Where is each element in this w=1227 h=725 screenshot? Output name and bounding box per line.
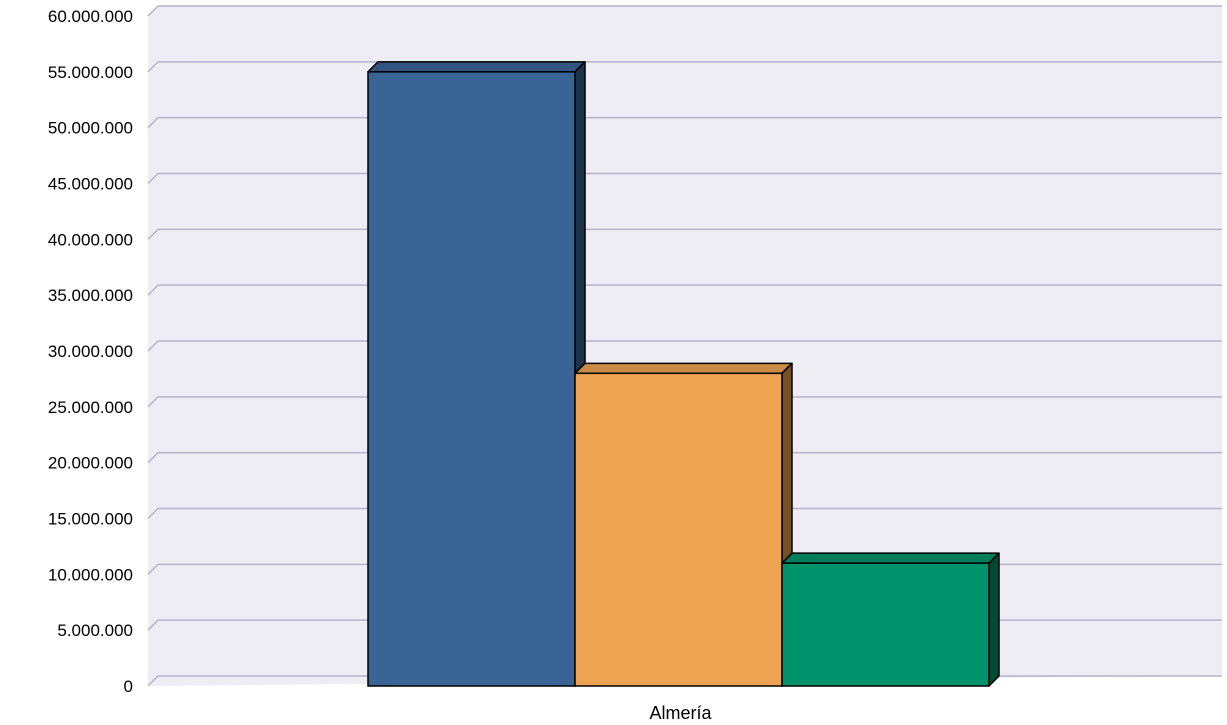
gridline xyxy=(147,61,1222,73)
y-tick-label: 40.000.000 xyxy=(48,230,133,249)
bars xyxy=(367,61,1000,687)
y-tick-label: 10.000.000 xyxy=(48,565,133,584)
gridline xyxy=(147,340,1222,352)
gridline xyxy=(147,507,1222,520)
x-axis-category-labels: Almería xyxy=(649,703,712,723)
y-tick-label: 45.000.000 xyxy=(48,175,133,194)
y-tick-label: 60.000.000 xyxy=(48,7,133,26)
x-category-label: Almería xyxy=(649,703,712,723)
y-tick-label: 50.000.000 xyxy=(48,119,133,138)
y-axis-tick-labels: 0 5.000.000 10.000.000 15.000.000 20.000.000… xyxy=(48,7,133,696)
gridline xyxy=(147,284,1222,296)
y-tick-label: 0 xyxy=(124,677,133,696)
y-tick-label: 55.000.000 xyxy=(48,63,133,82)
bar-top-face xyxy=(574,362,793,375)
gridline xyxy=(147,228,1222,240)
gridline xyxy=(147,5,1222,17)
y-tick-label: 20.000.000 xyxy=(48,454,133,473)
bar-front-face xyxy=(781,562,990,687)
bar-top-face xyxy=(781,552,1000,564)
y-tick-label: 25.000.000 xyxy=(48,398,133,417)
bar-side-face xyxy=(988,552,1000,687)
bar xyxy=(574,362,793,687)
gridline xyxy=(147,116,1222,129)
y-tick-label: 15.000.000 xyxy=(48,510,133,529)
gridline xyxy=(147,172,1222,185)
bar-front-face xyxy=(574,372,783,687)
bar-top-face xyxy=(367,61,586,73)
gridline xyxy=(147,396,1222,408)
bar xyxy=(367,61,586,687)
y-tick-label: 5.000.000 xyxy=(57,621,133,640)
y-tick-label: 30.000.000 xyxy=(48,342,133,361)
y-tick-label: 35.000.000 xyxy=(48,286,133,305)
bar xyxy=(781,552,1000,687)
bar-front-face xyxy=(367,71,576,687)
gridline xyxy=(147,451,1222,464)
